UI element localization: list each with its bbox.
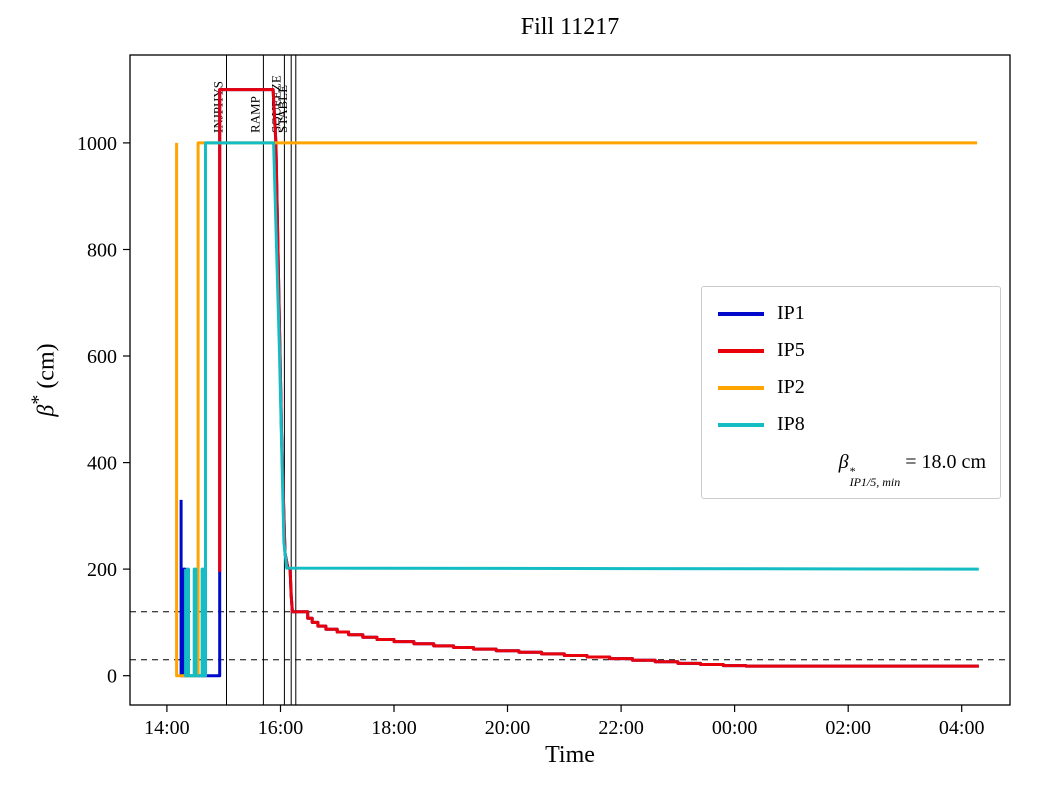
y-tick-label: 0 [107, 666, 117, 688]
legend-line-sample [718, 311, 764, 316]
y-tick-label: 200 [87, 559, 117, 581]
legend-entry-IP1: IP1 [702, 295, 1000, 332]
x-axis-label: Time [545, 742, 595, 768]
chart-title: Fill 11217 [520, 14, 620, 40]
y-axis-label: β* (cm) [28, 343, 61, 416]
legend-line-sample [718, 348, 764, 353]
x-tick-label: 00:00 [712, 717, 758, 739]
annotation-superscript: * [849, 463, 856, 478]
x-tick-label: 02:00 [825, 717, 871, 739]
series-IP8 [184, 141, 979, 678]
x-tick-label: 04:00 [939, 717, 985, 739]
y-tick-label: 600 [87, 346, 117, 368]
beam-mode-label: INJPHYS [211, 81, 226, 133]
legend-entries: IP1 IP5 IP2 IP8 [702, 295, 1000, 443]
y-axis-superscript: * [27, 394, 50, 405]
y-tick-label: 400 [87, 453, 117, 475]
y-tick-label: 1000 [77, 133, 117, 155]
legend-entry-IP5: IP5 [702, 332, 1000, 369]
x-tick-label: 16:00 [258, 717, 304, 739]
legend-line-sample [718, 422, 764, 427]
x-tick-label: 22:00 [598, 717, 644, 739]
beam-mode-label: RAMP [247, 96, 262, 133]
legend-entry-IP8: IP8 [702, 406, 1000, 443]
x-tick-label: 18:00 [371, 717, 417, 739]
y-axis-units: (cm) [33, 343, 60, 395]
legend-line-sample [718, 385, 764, 390]
legend-label: IP5 [777, 339, 805, 361]
legend-label: IP8 [777, 413, 805, 435]
legend-annotation: β * IP1/5, min = 18.0 cm [702, 443, 1000, 488]
y-axis-symbol: β [33, 404, 60, 417]
legend-label: IP2 [777, 376, 805, 398]
annotation-scripts: * IP1/5, min [849, 463, 901, 489]
beam-mode-label: STABLE [275, 85, 290, 133]
legend-entry-IP2: IP2 [702, 369, 1000, 406]
legend: IP1 IP5 IP2 IP8 β * IP1/5, min = 18.0 cm [701, 286, 1001, 500]
annotation-subscript: IP1/5, min [849, 474, 901, 489]
x-tick-label: 14:00 [144, 717, 190, 739]
series-IP5 [218, 88, 979, 668]
plot-border [129, 54, 1011, 706]
annotation-symbol: β [838, 451, 849, 473]
legend-label: IP1 [777, 302, 805, 324]
annotation-value: = 18.0 cm [900, 451, 986, 473]
x-tick-label: 20:00 [485, 717, 531, 739]
y-tick-label: 800 [87, 240, 117, 262]
